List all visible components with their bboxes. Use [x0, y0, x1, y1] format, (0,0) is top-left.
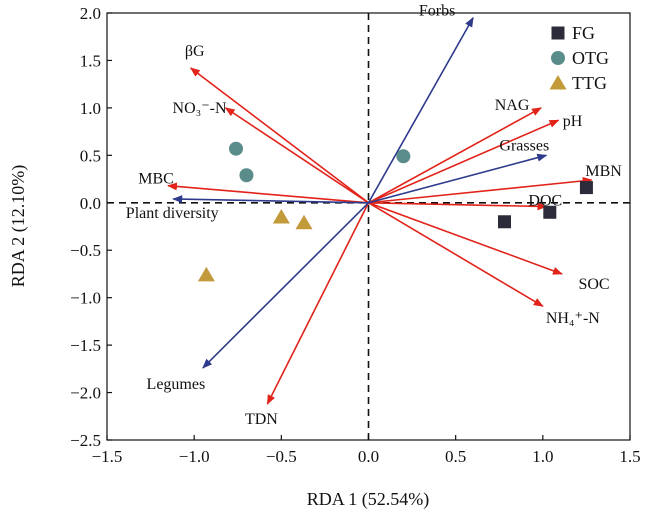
y-axis-title: RDA 2 (12.10%): [8, 165, 29, 288]
arrow-plant-diversity: [172, 195, 369, 204]
arrow-label-nag: NAG: [495, 97, 530, 114]
arrow-grasses: [368, 153, 548, 204]
x-tick-label: 1.0: [532, 447, 553, 466]
point-otg: [396, 149, 411, 164]
x-tick-label: −1.0: [179, 447, 210, 466]
point-otg: [239, 168, 254, 183]
arrow-label-nh-n: NH₄⁺-N: [546, 310, 600, 327]
arrow-label-g: βG: [185, 43, 205, 60]
point-ttg: [295, 214, 313, 230]
legend: FG OTG TTG: [549, 23, 609, 93]
point-otg: [229, 141, 244, 156]
sample-points: [197, 141, 593, 282]
y-tick-label: 2.0: [80, 4, 101, 23]
arrow-nag: [368, 107, 542, 204]
point-fg: [579, 181, 593, 195]
vector-arrows: βG NO₃⁻-N MBC NAG pH MBN DOC SOC NH₄⁺-N TDN Forbs G…: [126, 3, 623, 428]
arrow-label-tdn: TDN: [245, 411, 278, 428]
arrow-doc: [368, 201, 548, 211]
arrow-label-no-n: NO₃⁻-N: [173, 100, 227, 117]
y-tick-label: −0.5: [70, 241, 101, 260]
arrow-mbn: [368, 176, 593, 204]
arrow-label-grasses: Grasses: [499, 137, 549, 154]
arrow-label-doc: DOC: [528, 193, 562, 210]
legend-label-fg: FG: [572, 23, 595, 43]
arrow-tdn: [266, 202, 370, 405]
arrow-mbc: [167, 182, 369, 204]
arrow-label-mbc: MBC: [138, 171, 174, 188]
y-tick-label: −2.5: [70, 431, 101, 450]
arrow-soc: [368, 202, 563, 275]
arrow-ph: [368, 119, 560, 204]
arrow-label-ph: pH: [563, 113, 583, 130]
legend-marker-ttg: [549, 75, 567, 90]
point-fg: [543, 205, 557, 219]
y-tick-label: −1.0: [70, 289, 101, 308]
x-tick-label: 0.5: [445, 447, 466, 466]
legend-marker-fg: [551, 26, 565, 40]
arrow-label-forbs: Forbs: [419, 3, 455, 20]
y-tick-label: 0.0: [80, 194, 101, 213]
point-ttg: [272, 209, 290, 224]
legend-label-ttg: TTG: [572, 73, 607, 93]
y-tick-label: 0.5: [80, 146, 101, 165]
x-axis-title: RDA 1 (52.54%): [307, 489, 430, 510]
legend-marker-otg: [551, 51, 565, 65]
y-tick-label: 1.0: [80, 99, 101, 118]
point-fg: [497, 215, 511, 229]
x-tick-label: −1.5: [92, 447, 123, 466]
arrow-nh-n: [368, 202, 544, 307]
arrow-label-soc: SOC: [578, 276, 609, 293]
arrow-forbs: [367, 16, 474, 204]
arrow-label-mbn: MBN: [585, 163, 622, 180]
arrow-no-n: [224, 107, 369, 204]
x-tick-label: −0.5: [266, 447, 297, 466]
arrow-g: [189, 67, 369, 204]
arrow-label-plant-diversity: Plant diversity: [126, 205, 219, 222]
x-axis: −1.5 −1.0 −0.5 0.0 0.5 1.0 1.5: [92, 435, 641, 466]
arrow-label-legumes: Legumes: [147, 376, 206, 393]
arrow-legumes: [202, 202, 370, 369]
y-tick-label: 1.5: [80, 51, 101, 70]
legend-label-otg: OTG: [572, 48, 609, 68]
y-axis: −2.5 −2.0 −1.5 −1.0 −0.5 0.0 0.5 1.0 1.5 2.0: [70, 4, 112, 450]
y-tick-label: −2.0: [70, 384, 101, 403]
point-ttg: [197, 266, 215, 282]
x-tick-label: 0.0: [358, 447, 379, 466]
x-tick-label: 1.5: [619, 447, 640, 466]
y-tick-label: −1.5: [70, 336, 101, 355]
